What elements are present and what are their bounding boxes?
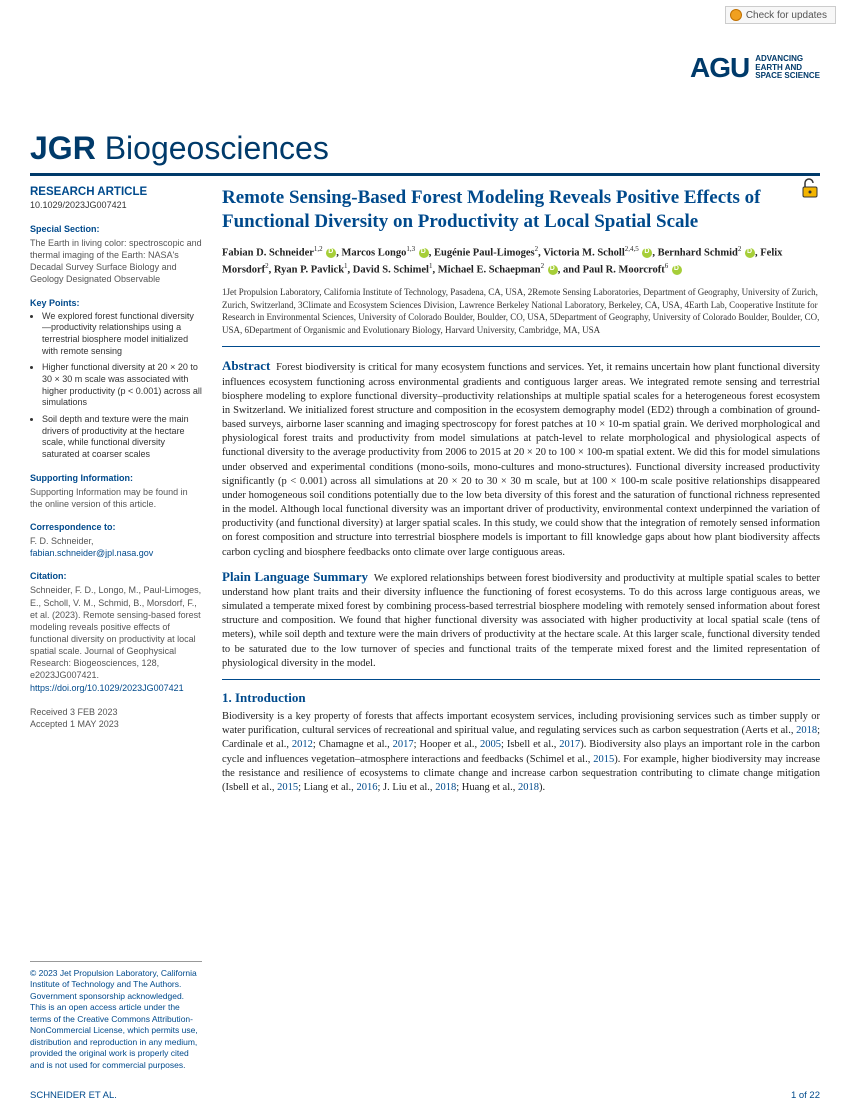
agu-logo: AGU ADVANCING EARTH AND SPACE SCIENCE [690,52,820,84]
plain-language-summary: Plain Language Summary We explored relat… [222,568,820,671]
intro-heading: 1. Introduction [222,690,820,706]
keypoint: We explored forest functional diversity—… [42,311,202,358]
doi: 10.1029/2023JG007421 [30,200,202,210]
intro-paragraph: Biodiversity is a key property of forest… [222,710,820,795]
article-title: Remote Sensing-Based Forest Modeling Rev… [222,186,820,234]
check-updates-label: Check for updates [746,10,827,21]
correspondence: Correspondence to: F. D. Schneider, fabi… [30,522,202,559]
article-type: RESEARCH ARTICLE [30,186,202,198]
orcid-icon [745,248,755,258]
orcid-icon [548,265,558,275]
copyright-block: © 2023 Jet Propulsion Laboratory, Califo… [30,961,202,1071]
keypoint: Higher functional diversity at 20 × 20 t… [42,362,202,409]
updates-icon [730,9,742,21]
footer-right: 1 of 22 [791,1090,820,1101]
abstract: Abstract Forest biodiversity is critical… [222,357,820,559]
check-updates-badge[interactable]: Check for updates [725,6,836,24]
journal-title: JGR Biogeosciences [30,130,820,176]
orcid-icon [419,248,429,258]
page-footer: SCHNEIDER ET AL. 1 of 22 [30,1090,820,1101]
correspondence-email-link[interactable]: fabian.schneider@jpl.nasa.gov [30,548,153,558]
agu-mark: AGU [690,52,749,84]
author-list: Fabian D. Schneider1,2 , Marcos Longo1,3… [222,244,820,279]
key-points: Key Points: We explored forest functiona… [30,298,202,461]
divider [222,679,820,680]
main-column: Remote Sensing-Based Forest Modeling Rev… [222,186,820,795]
special-section: Special Section: The Earth in living col… [30,224,202,286]
footer-left: SCHNEIDER ET AL. [30,1090,117,1101]
agu-tagline: ADVANCING EARTH AND SPACE SCIENCE [755,55,820,81]
orcid-icon [326,248,336,258]
citation: Citation: Schneider, F. D., Longo, M., P… [30,571,202,693]
citation-doi-link[interactable]: https://doi.org/10.1029/2023JG007421 [30,683,184,693]
divider [222,346,820,347]
supporting-info: Supporting Information: Supporting Infor… [30,473,202,510]
sidebar: RESEARCH ARTICLE 10.1029/2023JG007421 Sp… [30,186,202,742]
keypoint: Soil depth and texture were the main dri… [42,414,202,461]
orcid-icon [642,248,652,258]
dates: Received 3 FEB 2023 Accepted 1 MAY 2023 [30,706,202,730]
orcid-icon [672,265,682,275]
affiliations: 1Jet Propulsion Laboratory, California I… [222,286,820,336]
